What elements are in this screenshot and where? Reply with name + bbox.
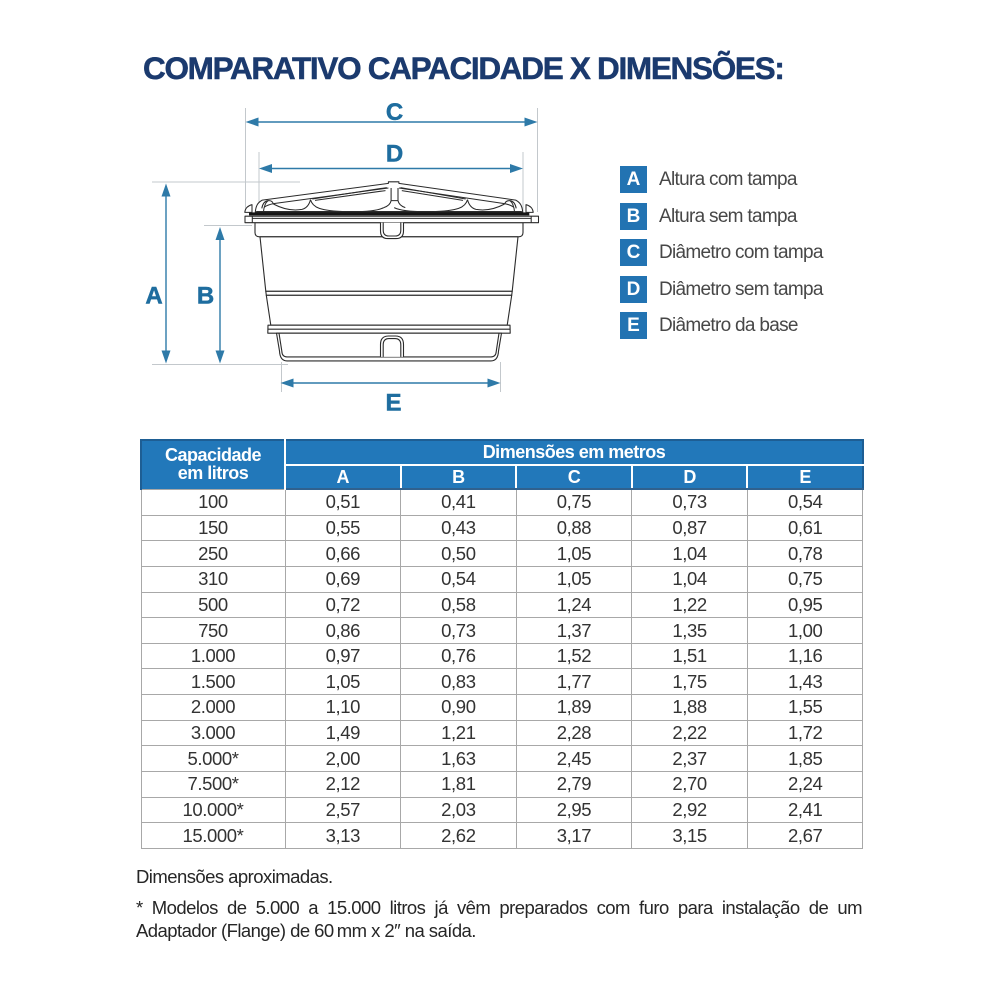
- svg-text:D: D: [386, 141, 403, 168]
- svg-text:E: E: [385, 390, 401, 417]
- svg-text:C: C: [386, 99, 403, 126]
- svg-text:A: A: [145, 283, 162, 310]
- svg-text:B: B: [197, 283, 214, 310]
